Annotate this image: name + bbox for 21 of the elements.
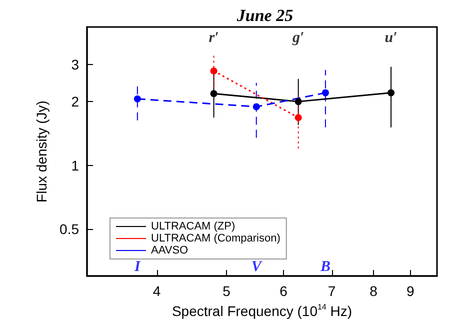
x-tick-label: 5 (222, 283, 231, 299)
chart-title: June 25 (236, 6, 294, 25)
annotation: u′ (384, 30, 398, 46)
x-tick-label: 9 (406, 283, 414, 299)
x-tick-label: 4 (152, 283, 161, 299)
x-tick-label: 7 (328, 283, 336, 299)
annotation: r′ (208, 30, 219, 46)
annotation: B (319, 259, 330, 275)
y-tick-label: 1 (71, 157, 80, 174)
legend-label: ULTRACAM (Comparison) (151, 232, 280, 244)
y-tick-label: 2 (71, 94, 80, 110)
annotation: V (251, 259, 264, 275)
legend-label: AAVSO (151, 244, 189, 256)
annotation: g′ (291, 30, 304, 46)
y-axis-title: Flux density (Jy) (34, 100, 50, 202)
annotation: I (134, 259, 142, 275)
y-tick-label: 0.5 (60, 221, 80, 238)
legend-label: ULTRACAM (ZP) (151, 220, 236, 232)
y-tick-label: 3 (71, 56, 80, 72)
x-tick-label: 6 (280, 283, 288, 299)
x-tick-label: 8 (370, 283, 378, 299)
